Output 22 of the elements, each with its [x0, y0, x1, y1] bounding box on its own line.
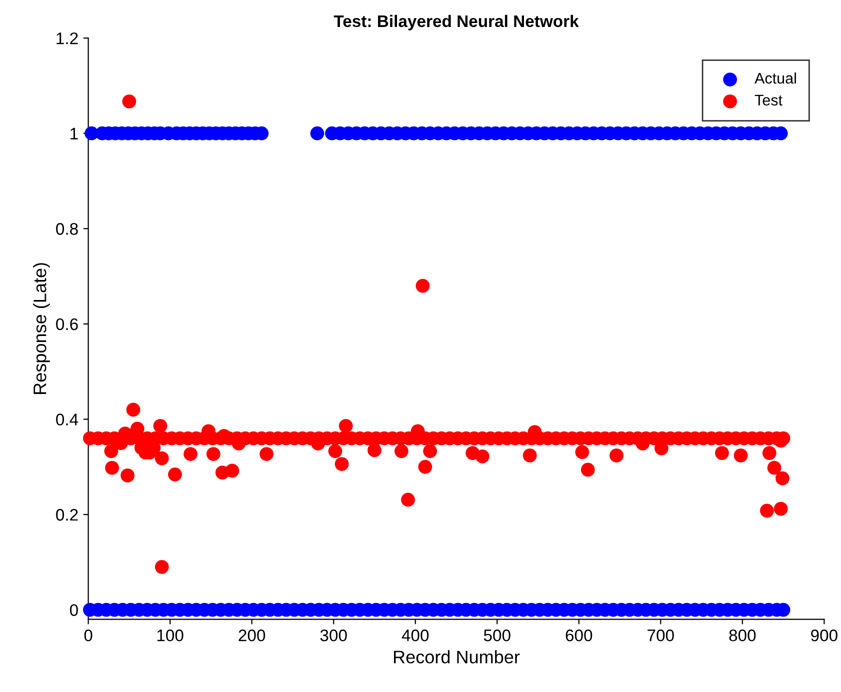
legend-label: Test: [754, 94, 782, 106]
x-tick-label: 200: [238, 630, 266, 642]
x-tick-label: 800: [729, 630, 756, 642]
x-tick-label: 300: [320, 630, 347, 642]
y-tick-label: 0: [70, 604, 78, 616]
y-tick-label: 0.6: [56, 318, 78, 330]
y-tick-label: 0.8: [56, 223, 78, 235]
x-tick-label: 700: [648, 630, 674, 642]
x-tick-label: 900: [811, 630, 838, 642]
x-tick-label: 500: [484, 630, 510, 642]
y-tick-label: 1.2: [56, 32, 78, 44]
x-tick-label: 600: [566, 630, 592, 642]
x-tick-label: 400: [402, 630, 429, 642]
y-axis-title: Response (Late): [33, 263, 50, 394]
y-tick-label: 0.4: [56, 414, 78, 426]
legend-label: Actual: [754, 72, 796, 84]
x-axis-title: Record Number: [394, 650, 520, 664]
chart-title: Test: Bilayered Neural Network: [334, 14, 579, 30]
y-tick-label: 0.2: [56, 508, 78, 521]
x-tick-label: 0: [84, 630, 92, 642]
y-tick-label: 1: [70, 128, 78, 140]
x-tick-label: 100: [157, 630, 184, 642]
